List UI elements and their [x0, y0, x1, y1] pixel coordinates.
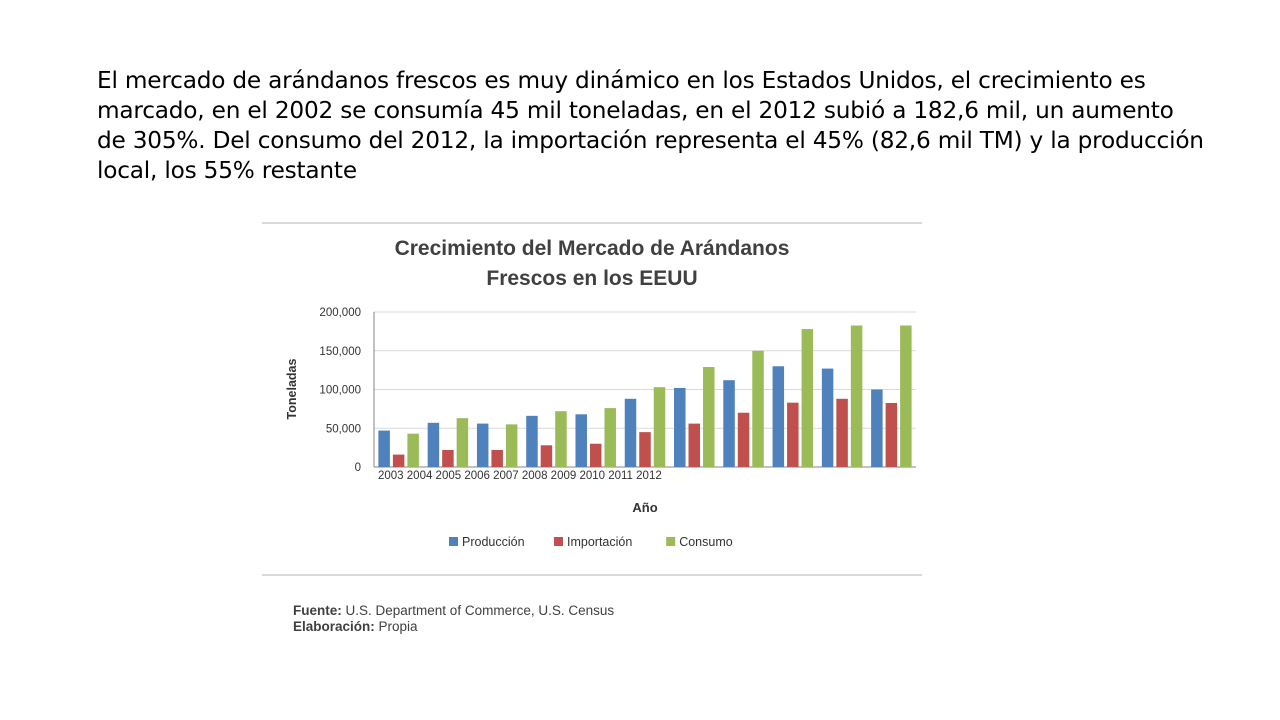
bar-consumo: [703, 367, 715, 467]
bar-consumo: [407, 433, 419, 467]
bar-chart: 0 50,000 100,000 150,000 200,000 2003 2004 20…: [285, 307, 916, 549]
bar-importación: [885, 402, 898, 467]
bar-consumo: [505, 424, 518, 467]
bar-importación: [540, 445, 553, 467]
bar-producción: [378, 430, 390, 467]
bar-consumo: [604, 408, 616, 467]
elaboration-value: Propia: [378, 619, 418, 634]
bar-producción: [427, 422, 440, 467]
bar-producción: [723, 380, 735, 467]
chart-frame: [262, 222, 922, 576]
bar-producción: [871, 389, 883, 467]
elaboration-line: Elaboración: Propia: [293, 619, 614, 635]
y-tick-label: 50,000: [326, 423, 361, 435]
y-tick-label: 150,000: [319, 346, 361, 358]
bar-producción: [575, 414, 587, 467]
legend-label: Producción: [462, 535, 525, 549]
legend-label: Importación: [567, 535, 632, 549]
legend-swatch: [449, 537, 458, 546]
chart-title-line1: Crecimiento del Mercado de Arándanos: [394, 237, 790, 260]
x-tick-labels: 2003 2004 2005 2006 2007 2008 2009 2010 …: [378, 470, 662, 482]
source-line: Fuente: U.S. Department of Commerce, U.S…: [293, 603, 614, 619]
bar-importación: [639, 432, 651, 467]
bar-producción: [821, 368, 834, 467]
elaboration-label: Elaboración:: [293, 619, 375, 634]
chart-title-line2: Frescos en los EEUU: [486, 267, 698, 290]
intro-paragraph: El mercado de arándanos frescos es muy d…: [97, 67, 1204, 184]
bar-importación: [442, 449, 454, 467]
bar-consumo: [456, 418, 469, 467]
bar-consumo: [900, 325, 912, 467]
bar-importación: [688, 423, 701, 467]
bar-importación: [737, 412, 750, 467]
y-tick-label: 0: [355, 462, 361, 474]
chart-title: Crecimiento del Mercado de Arándanos Fre…: [262, 234, 922, 294]
bar-importación: [589, 443, 602, 467]
source-value: U.S. Department of Commerce, U.S. Census: [345, 603, 615, 618]
bar-producción: [526, 415, 538, 467]
y-tick-label: 200,000: [319, 307, 361, 319]
x-axis-title: Año: [632, 500, 657, 515]
bar-importación: [491, 449, 503, 467]
bar-importación: [836, 398, 848, 467]
bar-consumo: [555, 411, 567, 467]
y-axis-title: Toneladas: [285, 359, 299, 420]
bar-importación: [787, 402, 799, 467]
y-tick-label: 100,000: [319, 385, 361, 397]
bar-importación: [392, 454, 405, 467]
bar-producción: [624, 398, 637, 467]
legend-swatch: [666, 537, 676, 546]
bar-producción: [476, 423, 489, 467]
legend-label: Consumo: [679, 535, 733, 549]
bar-consumo: [653, 387, 666, 467]
bar-producción: [674, 387, 686, 467]
bar-consumo: [752, 350, 764, 467]
bar-producción: [772, 366, 785, 467]
bar-consumo: [850, 325, 863, 467]
source-label: Fuente:: [293, 603, 342, 618]
legend-swatch: [554, 537, 563, 546]
source-note: Fuente: U.S. Department of Commerce, U.S…: [293, 603, 614, 635]
bar-consumo: [801, 329, 814, 467]
